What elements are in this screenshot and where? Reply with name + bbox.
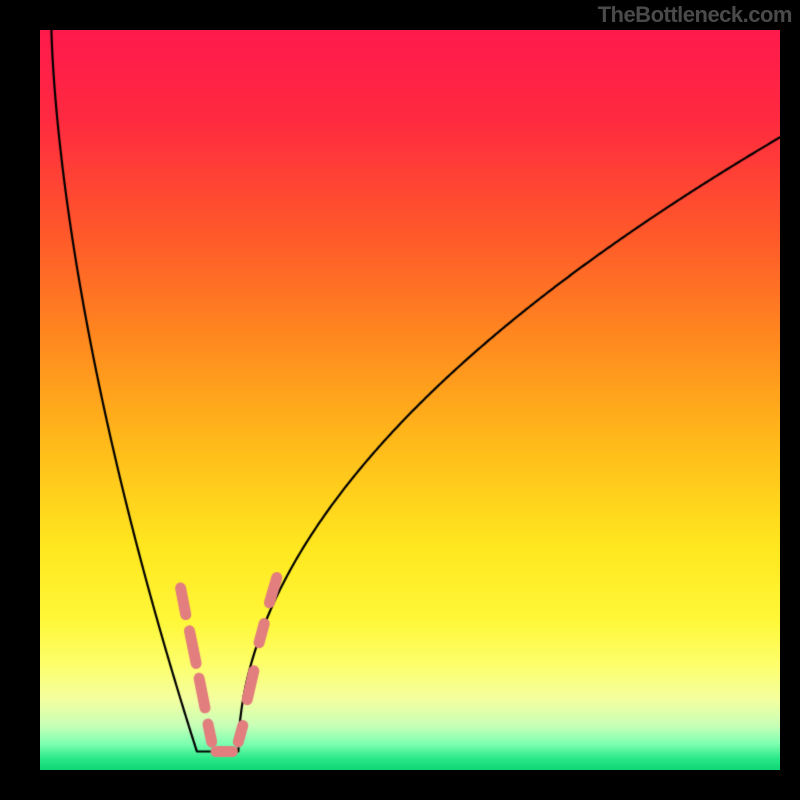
chart-root: TheBottleneck.com bbox=[0, 0, 800, 800]
plot-area bbox=[40, 30, 780, 770]
chart-canvas bbox=[40, 30, 780, 770]
watermark-text: TheBottleneck.com bbox=[598, 2, 792, 28]
